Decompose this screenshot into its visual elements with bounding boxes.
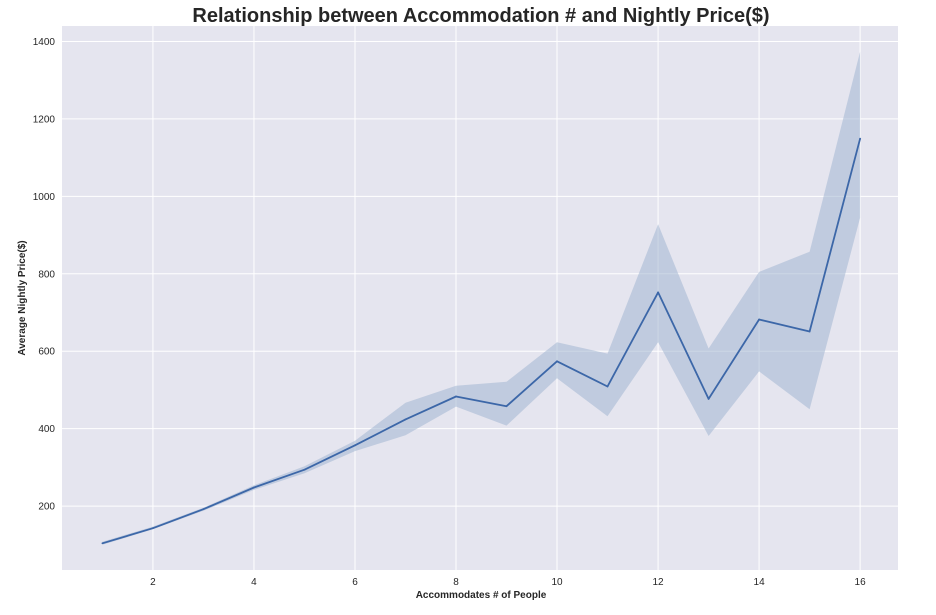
data-point bbox=[808, 330, 811, 333]
data-point bbox=[202, 508, 205, 511]
data-point bbox=[707, 397, 710, 400]
x-axis-label: Accommodates # of People bbox=[416, 590, 547, 601]
y-tick-label: 800 bbox=[38, 269, 55, 280]
y-axis-label: Average Nightly Price($) bbox=[17, 240, 28, 355]
y-tick-label: 1400 bbox=[33, 37, 56, 48]
series-line-group bbox=[101, 137, 862, 545]
x-tick-label: 10 bbox=[551, 577, 563, 588]
series-line bbox=[102, 138, 861, 545]
y-tick-labels: 200 400 600 800 1000 1200 1400 bbox=[33, 37, 56, 513]
y-tick-label: 400 bbox=[38, 424, 55, 435]
x-tick-label: 14 bbox=[754, 577, 766, 588]
data-point bbox=[606, 385, 609, 388]
data-point bbox=[505, 405, 508, 408]
x-tick-label: 16 bbox=[855, 577, 867, 588]
x-tick-label: 2 bbox=[150, 577, 156, 588]
y-tick-label: 600 bbox=[38, 347, 55, 358]
data-point bbox=[404, 418, 407, 421]
data-point bbox=[152, 527, 154, 530]
y-tick-label: 1200 bbox=[33, 114, 56, 125]
data-point bbox=[455, 395, 457, 398]
y-tick-label: 1000 bbox=[33, 192, 56, 203]
data-point bbox=[859, 137, 862, 140]
x-tick-label: 8 bbox=[453, 577, 459, 588]
data-point bbox=[101, 542, 104, 545]
data-point bbox=[303, 468, 306, 471]
y-tick-label: 200 bbox=[38, 502, 55, 513]
x-tick-label: 4 bbox=[251, 577, 257, 588]
data-point bbox=[354, 444, 356, 447]
x-tick-label: 12 bbox=[652, 577, 664, 588]
x-tick-labels: 2 4 6 8 10 12 14 16 bbox=[150, 577, 866, 588]
x-tick-label: 6 bbox=[352, 577, 358, 588]
data-point bbox=[657, 291, 659, 294]
data-point bbox=[253, 486, 255, 489]
chart-title: Relationship between Accommodation # and… bbox=[192, 5, 769, 27]
data-point bbox=[758, 318, 760, 321]
data-point bbox=[556, 360, 558, 363]
